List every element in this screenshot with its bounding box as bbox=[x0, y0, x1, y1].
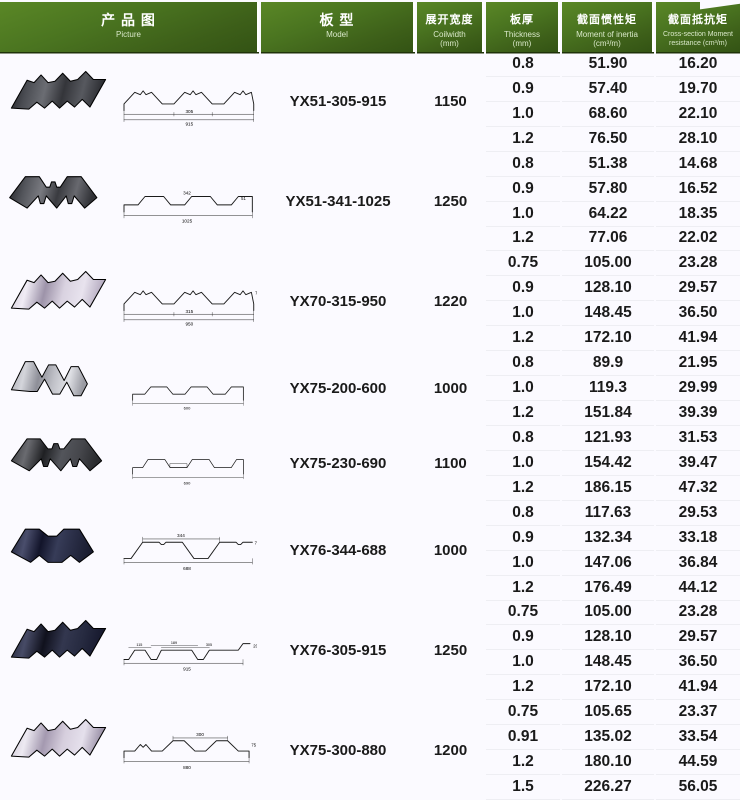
svg-text:51: 51 bbox=[241, 196, 246, 201]
svg-text:315: 315 bbox=[185, 308, 193, 313]
svg-text:189: 189 bbox=[171, 641, 177, 645]
svg-text:76: 76 bbox=[255, 541, 257, 546]
svg-text:75: 75 bbox=[251, 743, 256, 748]
svg-text:344: 344 bbox=[177, 533, 185, 538]
svg-text:950: 950 bbox=[185, 321, 193, 326]
svg-text:600: 600 bbox=[184, 406, 191, 411]
svg-text:305: 305 bbox=[206, 643, 212, 647]
svg-text:20: 20 bbox=[253, 643, 257, 648]
svg-text:880: 880 bbox=[183, 765, 191, 770]
svg-text:70: 70 bbox=[255, 290, 257, 295]
svg-text:688: 688 bbox=[183, 566, 191, 571]
svg-text:115: 115 bbox=[136, 643, 142, 647]
svg-text:300: 300 bbox=[196, 733, 204, 738]
svg-text:342: 342 bbox=[183, 191, 191, 196]
svg-text:915: 915 bbox=[185, 122, 193, 127]
svg-text:305: 305 bbox=[185, 109, 193, 114]
svg-text:915: 915 bbox=[183, 666, 191, 671]
svg-text:690: 690 bbox=[184, 481, 191, 486]
svg-text:1025: 1025 bbox=[182, 219, 193, 224]
